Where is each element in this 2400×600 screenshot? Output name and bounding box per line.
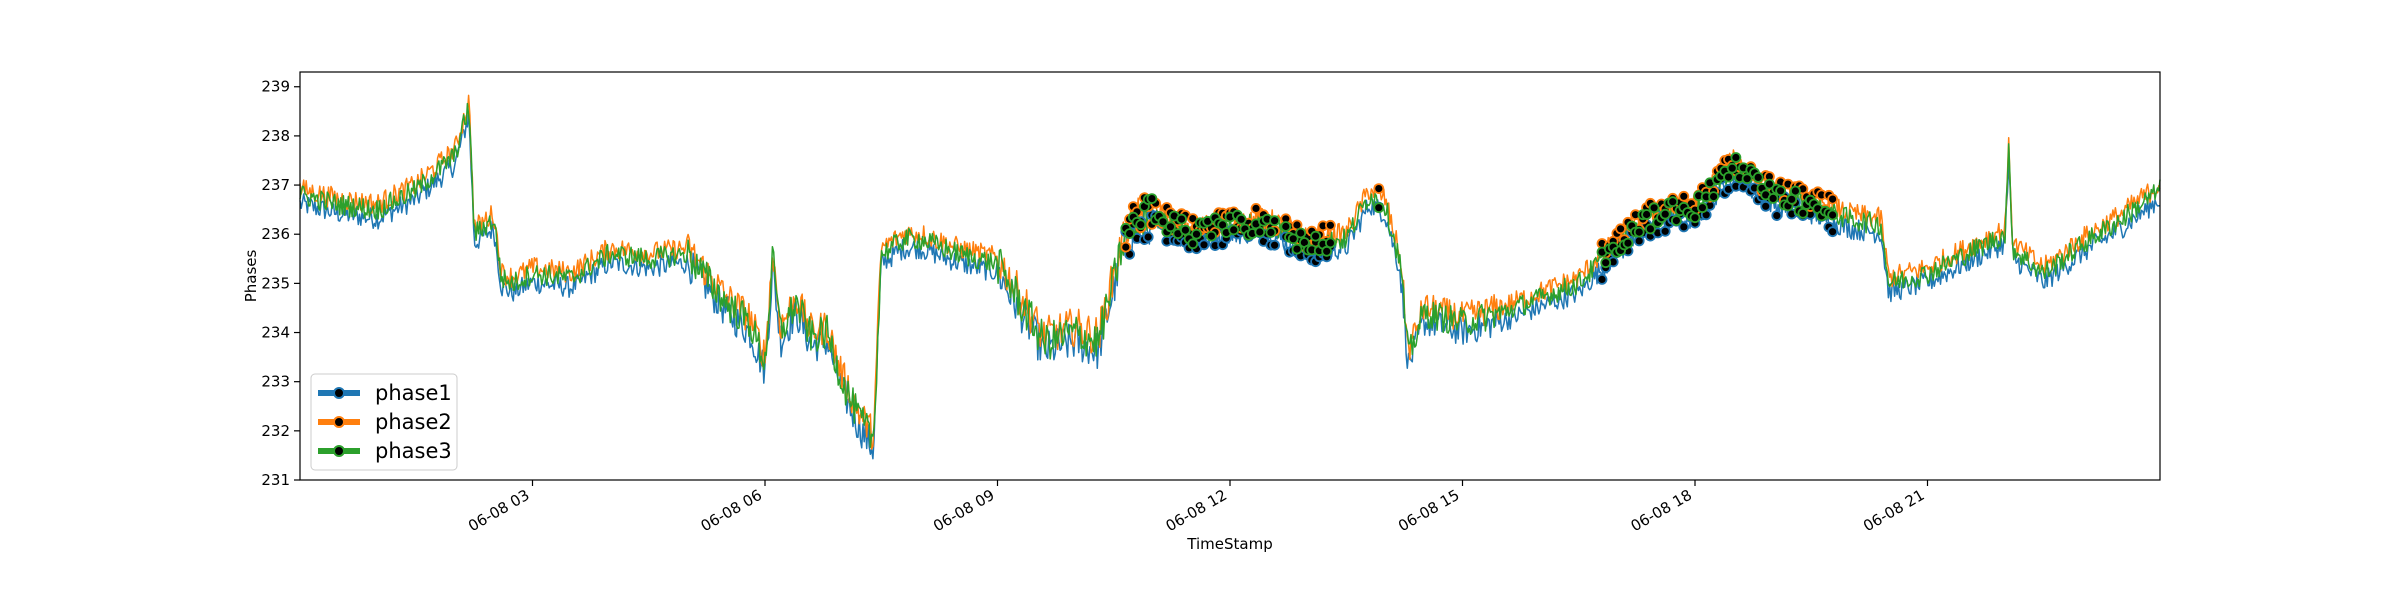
- legend-marker-phase3: [333, 445, 345, 457]
- marker-phase3: [1146, 193, 1158, 205]
- y-tick-label: 236: [261, 225, 290, 243]
- y-tick-label: 235: [261, 274, 290, 292]
- marker-phase2: [1827, 193, 1838, 205]
- marker-phase3: [1723, 171, 1734, 183]
- marker-phase3: [1767, 192, 1779, 204]
- marker-phase3: [1730, 152, 1742, 163]
- y-tick-label: 239: [261, 78, 290, 96]
- marker-layer: [1120, 152, 1838, 285]
- marker-phase3: [1373, 202, 1385, 214]
- marker-phase3: [1291, 243, 1303, 255]
- plot-area: [300, 72, 2160, 480]
- y-tick-label: 232: [261, 422, 290, 440]
- marker-phase3: [1697, 202, 1708, 214]
- y-axis-label: Phases: [242, 250, 260, 303]
- marker-phase3: [1176, 213, 1187, 225]
- marker-phase3: [1235, 213, 1247, 225]
- legend-label-phase3: phase3: [375, 439, 452, 463]
- marker-phase2: [1615, 223, 1626, 235]
- marker-phase2: [1325, 219, 1336, 231]
- marker-phase1: [1771, 210, 1783, 222]
- marker-phase3: [1254, 226, 1266, 238]
- marker-phase3: [1667, 196, 1679, 208]
- legend-box: [310, 373, 458, 471]
- marker-phase3: [1600, 257, 1612, 269]
- marker-phase3: [1287, 233, 1299, 245]
- marker-phase3: [1648, 202, 1660, 214]
- marker-phase3: [1645, 223, 1656, 235]
- y-tick-label: 231: [261, 471, 290, 489]
- marker-phase3: [1659, 208, 1671, 220]
- legend-marker-phase2: [333, 416, 345, 428]
- marker-phase3: [1325, 237, 1336, 249]
- marker-phase2: [1120, 241, 1132, 253]
- marker-phase2: [1373, 183, 1385, 195]
- y-tick-label: 237: [261, 176, 290, 194]
- marker-phase3: [1689, 212, 1701, 224]
- marker-phase3: [1180, 224, 1191, 236]
- marker-phase1: [1269, 239, 1280, 251]
- marker-phase3: [1752, 171, 1764, 183]
- marker-phase3: [1790, 185, 1801, 197]
- marker-phase1: [1596, 273, 1608, 285]
- legend-label-phase1: phase1: [375, 381, 452, 405]
- marker-phase3: [1269, 215, 1280, 227]
- legend-marker-phase1: [333, 387, 345, 399]
- marker-phase3: [1187, 238, 1199, 250]
- marker-phase3: [1827, 209, 1838, 221]
- marker-phase3: [1165, 221, 1176, 233]
- marker-phase3: [1764, 178, 1775, 190]
- marker-phase1: [1198, 239, 1210, 251]
- marker-phase3: [1633, 226, 1645, 238]
- marker-phase3: [1708, 191, 1719, 203]
- marker-phase3: [1265, 226, 1277, 238]
- x-axis-label: TimeStamp: [1186, 535, 1272, 553]
- marker-phase1: [1827, 226, 1838, 238]
- marker-phase1: [1678, 221, 1690, 233]
- legend: phase1 phase2 phase3: [310, 373, 458, 471]
- marker-phase3: [1641, 209, 1652, 220]
- y-tick-label: 238: [261, 127, 290, 145]
- marker-phase3: [1797, 207, 1809, 219]
- marker-phase3: [1191, 228, 1202, 240]
- marker-phase3: [1671, 215, 1682, 227]
- marker-phase3: [1280, 221, 1292, 232]
- marker-phase3: [1157, 216, 1169, 228]
- marker-phase3: [1775, 185, 1786, 197]
- marker-phase3: [1124, 228, 1135, 240]
- marker-phase3: [1622, 237, 1634, 249]
- marker-phase3: [1228, 224, 1240, 236]
- y-tick-label: 234: [261, 324, 290, 342]
- marker-phase3: [1135, 219, 1147, 231]
- marker-phase3: [1295, 227, 1307, 239]
- marker-phase2: [1678, 190, 1690, 202]
- marker-phase3: [1310, 230, 1321, 242]
- marker-phase3: [1726, 162, 1738, 174]
- marker-phase3: [1741, 173, 1753, 185]
- y-tick-label: 233: [261, 373, 290, 391]
- marker-phase3: [1206, 230, 1217, 242]
- marker-phase2: [1250, 202, 1262, 214]
- marker-phase1: [1142, 231, 1154, 243]
- legend-label-phase2: phase2: [375, 410, 452, 434]
